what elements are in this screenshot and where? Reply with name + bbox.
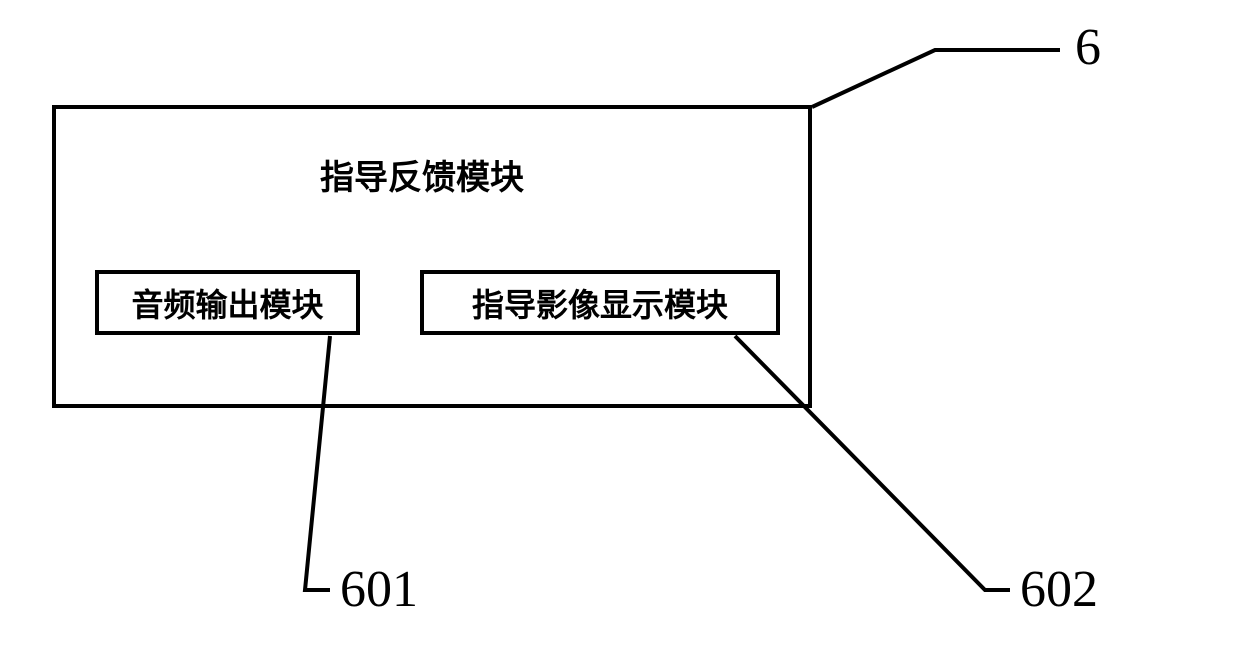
- audio-output-module-label: 音频输出模块: [131, 280, 323, 326]
- leader-line-6: [812, 50, 1060, 107]
- audio-output-module-box: 音频输出模块: [95, 270, 360, 335]
- ref-label-6: 6: [1075, 18, 1101, 77]
- diagram-root: 指导反馈模块 音频输出模块 指导影像显示模块 6 601 602: [0, 0, 1239, 654]
- ref-label-601: 601: [340, 560, 418, 619]
- image-display-module-box: 指导影像显示模块: [420, 270, 780, 335]
- ref-label-602: 602: [1020, 560, 1098, 619]
- image-display-module-label: 指导影像显示模块: [472, 280, 728, 326]
- outer-module-title: 指导反馈模块: [320, 150, 524, 199]
